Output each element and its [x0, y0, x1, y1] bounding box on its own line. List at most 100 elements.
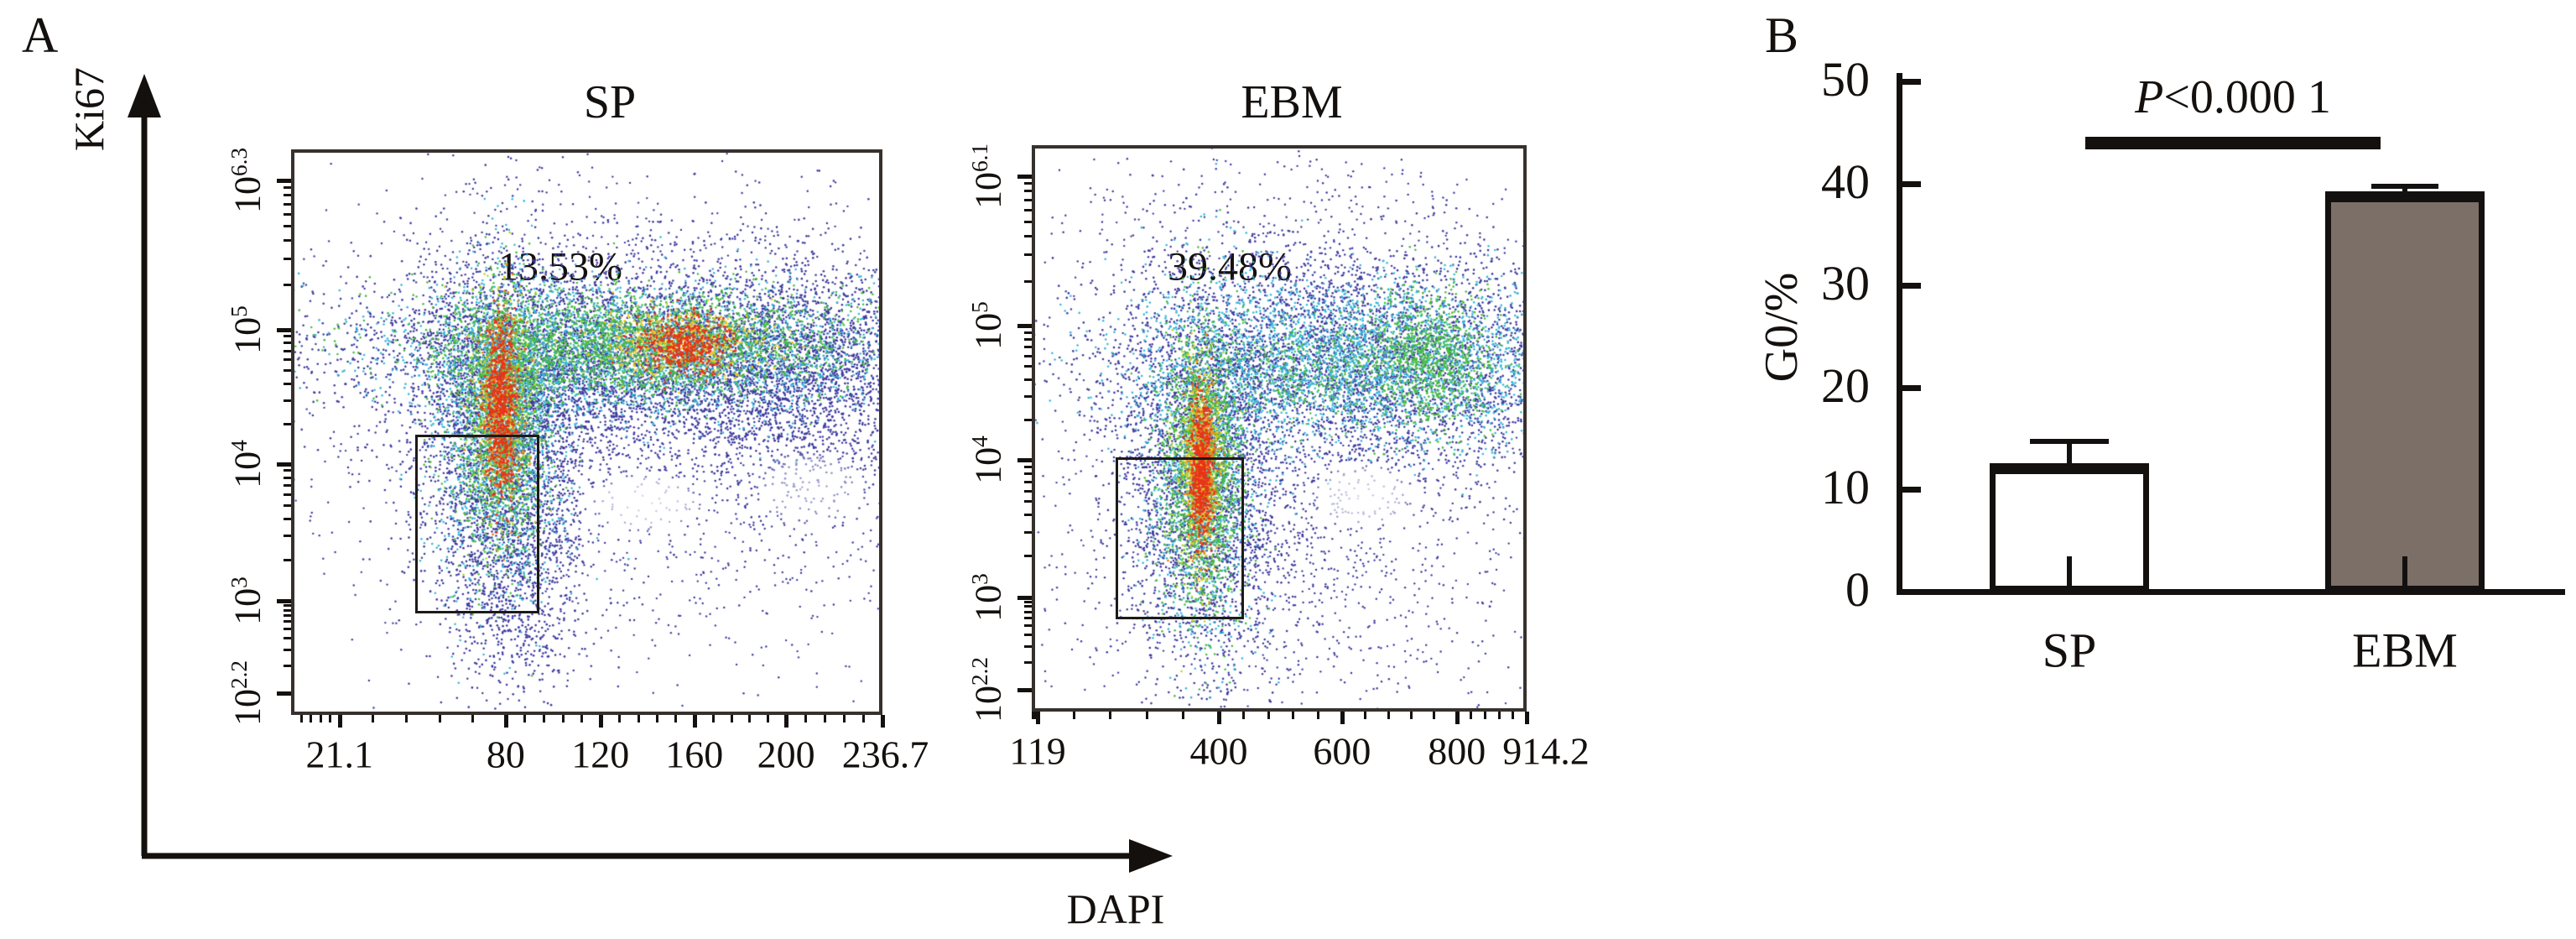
- sp-y-minor-tick: [284, 422, 291, 425]
- ebm-x-tick-label: 600: [1313, 729, 1371, 773]
- bar-y-tick: [1902, 180, 1921, 187]
- ebm-y-minor-tick: [1024, 480, 1032, 483]
- bar-y-tick: [1902, 283, 1921, 290]
- ebm-y-minor-tick: [1024, 190, 1032, 193]
- panel-a-label: A: [22, 8, 59, 63]
- ebm-x-major-tick: [1525, 712, 1529, 724]
- ebm-y-minor-tick: [1024, 354, 1032, 357]
- sp-plot-frame: [291, 149, 882, 715]
- ebm-plot-frame: [1032, 145, 1527, 712]
- sp-x-minor-tick: [862, 715, 866, 723]
- error-bar-whisker: [2402, 185, 2407, 194]
- sp-y-minor-tick: [284, 382, 291, 385]
- sp-x-tick-label: 236.7: [841, 733, 929, 776]
- ebm-y-minor-tick: [1024, 530, 1032, 534]
- sp-x-tick-label: 160: [665, 733, 724, 776]
- sp-y-minor-tick: [284, 484, 291, 487]
- sp-y-minor-tick: [284, 212, 291, 216]
- ebm-y-major-tick: [1017, 324, 1032, 329]
- ebm-x-minor-tick: [1497, 712, 1501, 719]
- ebm-x-minor-tick: [1073, 712, 1076, 719]
- panel-b-label: B: [1765, 8, 1799, 63]
- ebm-y-minor-tick: [1024, 610, 1032, 613]
- ebm-y-minor-tick: [1024, 220, 1032, 223]
- sp-y-minor-tick: [284, 603, 291, 607]
- ebm-plot-title: EBM: [1241, 76, 1343, 128]
- sp-x-minor-tick: [319, 715, 322, 723]
- sp-y-tick-label: 106.3: [226, 148, 268, 214]
- bar-y-tick: [1902, 79, 1921, 85]
- ebm-y-minor-tick: [1024, 235, 1032, 238]
- ebm-x-minor-tick: [1484, 712, 1487, 719]
- ebm-y-minor-tick: [1024, 279, 1032, 283]
- sp-x-major-tick: [692, 715, 697, 728]
- ebm-y-minor-tick: [1024, 331, 1032, 334]
- error-bar-cap: [2371, 184, 2438, 190]
- bar-y-tick-label: 50: [1821, 52, 1870, 107]
- bar-y-tick-label: 10: [1821, 460, 1870, 515]
- sp-y-minor-tick: [284, 284, 291, 287]
- sp-x-major-tick: [881, 715, 885, 728]
- ebm-y-minor-tick: [1024, 198, 1032, 201]
- ebm-x-major-tick: [1455, 712, 1460, 724]
- sp-x-minor-tick: [523, 715, 527, 723]
- ebm-gate-rectangle: [1115, 456, 1244, 619]
- ebm-y-minor-tick: [1024, 633, 1032, 636]
- sp-y-major-tick: [277, 328, 291, 332]
- sp-plot-title: SP: [583, 76, 637, 128]
- sp-y-tick-label: 104: [226, 439, 268, 488]
- ebm-x-major-tick: [1217, 712, 1222, 724]
- sp-x-major-tick: [598, 715, 603, 728]
- bar-baseline-tick: [2067, 556, 2072, 592]
- sp-y-minor-tick: [284, 503, 291, 507]
- bar-baseline-tick: [2402, 556, 2407, 592]
- error-bar-whisker: [2067, 441, 2072, 465]
- ebm-y-tick-label: 103: [966, 572, 1009, 622]
- ebm-x-minor-tick: [1242, 712, 1246, 719]
- sp-y-minor-tick: [284, 202, 291, 206]
- sp-y-minor-tick: [284, 620, 291, 623]
- ebm-x-minor-tick: [1512, 712, 1515, 719]
- bar-category-label-sp: SP: [2042, 623, 2097, 678]
- ebm-x-major-tick: [1340, 712, 1345, 724]
- ebm-y-tick-label: 106.1: [966, 143, 1009, 210]
- sp-y-minor-tick: [284, 517, 291, 520]
- ebm-y-minor-tick: [1024, 555, 1032, 558]
- sp-x-minor-tick: [310, 715, 313, 723]
- sp-x-minor-tick: [329, 715, 332, 723]
- sp-y-minor-tick: [284, 535, 291, 538]
- sp-y-minor-tick: [284, 608, 291, 612]
- ebm-y-minor-tick: [1024, 208, 1032, 211]
- sp-y-minor-tick: [284, 358, 291, 362]
- ebm-x-minor-tick: [1410, 712, 1413, 719]
- ebm-y-minor-tick: [1024, 337, 1032, 341]
- ebm-y-minor-tick: [1024, 605, 1032, 608]
- sp-y-major-tick: [277, 598, 291, 603]
- error-bar-cap: [2030, 439, 2109, 445]
- ebm-x-tick-label: 400: [1189, 729, 1248, 773]
- sp-y-major-tick: [277, 691, 291, 696]
- ebm-y-minor-tick: [1024, 623, 1032, 627]
- sp-x-minor-tick: [299, 715, 303, 723]
- sp-y-minor-tick: [284, 349, 291, 352]
- ebm-y-minor-tick: [1024, 419, 1032, 422]
- ebm-y-minor-tick: [1024, 600, 1032, 603]
- sp-y-minor-tick: [284, 636, 291, 639]
- ebm-x-minor-tick: [1364, 712, 1367, 719]
- ebm-x-minor-tick: [1145, 712, 1148, 719]
- ebm-y-minor-tick: [1024, 644, 1032, 648]
- sp-y-minor-tick: [284, 194, 291, 197]
- ebm-x-tick-label: 800: [1428, 729, 1486, 773]
- sp-x-minor-tick: [748, 715, 752, 723]
- sp-y-minor-tick: [284, 469, 291, 472]
- ebm-y-minor-tick: [1024, 394, 1032, 398]
- sp-y-major-tick: [277, 179, 291, 184]
- bar-y-tick-label: 20: [1821, 357, 1870, 413]
- ebm-x-minor-tick: [1316, 712, 1319, 719]
- ebm-x-minor-tick: [1267, 712, 1270, 719]
- sp-x-minor-tick: [843, 715, 846, 723]
- sp-y-minor-tick: [284, 399, 291, 402]
- bar-y-tick: [1902, 384, 1921, 391]
- bar-y-tick-label: 30: [1821, 256, 1870, 311]
- ebm-y-minor-tick: [1024, 346, 1032, 349]
